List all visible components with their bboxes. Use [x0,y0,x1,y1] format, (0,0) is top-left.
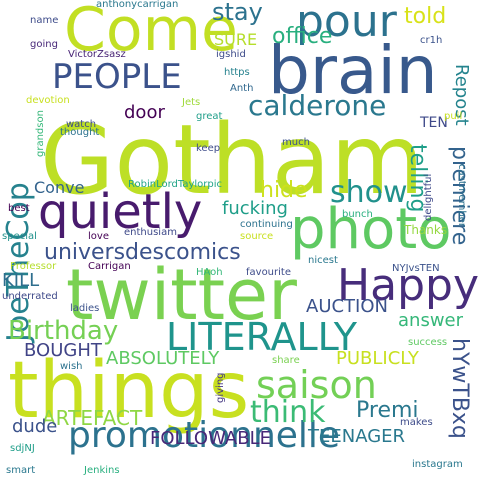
cloud-word: TEENAGER [308,426,406,447]
cloud-word: love [88,231,109,242]
cloud-word: ARTEFACT [42,406,143,430]
cloud-word: success [408,337,448,348]
cloud-word: hide [260,178,308,203]
cloud-word: LITERALLY [166,315,357,359]
cloud-word: NYJvsTEN [392,263,440,274]
cloud-word: share [272,355,300,366]
cloud-word: twitter [66,254,297,336]
cloud-word: source [240,231,274,242]
cloud-word: think [250,395,326,430]
cloud-word: https [224,67,250,78]
cloud-word: enthusiam [124,227,177,238]
cloud-word: HAoh [196,267,223,278]
cloud-word: PEOPLE [52,57,182,97]
cloud-word: underrated [2,291,58,302]
cloud-word: watch [66,119,97,130]
cloud-word: FOLLOWABLE [150,428,271,449]
cloud-word: fucking [222,198,288,219]
cloud-word: sdjNJ [10,443,35,454]
cloud-word: wish [60,361,83,372]
cloud-word: Jenkins [84,465,120,476]
cloud-word: show [330,175,408,210]
cloud-word: grandson [35,110,46,157]
cloud-word: giving [215,372,226,403]
cloud-word: igshid [216,49,246,60]
cloud-word: TEN [420,115,448,131]
cloud-word: continuing [240,219,293,230]
cloud-word: things [8,346,250,436]
cloud-word: Carrigan [88,261,131,272]
cloud-word: universdescomics [44,240,241,265]
cloud-word: pour [296,0,397,47]
cloud-word: best [8,203,30,214]
cloud-word: promotionnelle [68,415,341,456]
cloud-word: puil [444,111,463,122]
cloud-word: favourite [246,267,291,278]
cloud-word: castmember [456,164,467,228]
cloud-word: Come [64,0,238,65]
cloud-word: Thanks [404,223,448,237]
cloud-word: bunch [342,209,373,220]
cloud-word: stay [212,0,263,26]
cloud-word: anthonycarrigan [96,0,179,10]
cloud-word: RobinLordTaylorpic [128,179,223,190]
cloud-word: Professor [10,261,57,272]
cloud-word: special [2,231,37,242]
cloud-word: office [272,24,333,49]
cloud-word: hYwTBxq [447,338,472,439]
cloud-word: ABSOLUTELY [106,348,220,369]
cloud-word: cr1h [420,35,443,46]
cloud-word: nicest [308,255,338,266]
cloud-word: Conve [34,178,85,197]
cloud-word: answer [398,310,464,331]
cloud-word: great [196,111,223,122]
cloud-word: saison [256,363,377,407]
cloud-word: Birthday [8,316,119,346]
cloud-word: BOUGHT [24,340,102,361]
cloud-word: VictorZsasz [68,49,126,60]
cloud-word: quietly [38,184,203,240]
cloud-word: makes [400,417,433,428]
cloud-word: calderone [248,89,387,122]
cloud-word: Happy [337,260,479,311]
cloud-word: keep [196,143,221,154]
cloud-word: thought [60,127,100,138]
cloud-word: devotion [26,95,70,106]
cloud-word: AUCTION [306,296,388,317]
cloud-word: told [404,4,447,29]
cloud-word: KILL [2,270,40,291]
cloud-word: Anth [230,83,254,94]
cloud-word: Gotham [40,104,424,216]
cloud-word: SURE [214,30,258,49]
cloud-word: dude [12,416,58,437]
cloud-word: name [30,15,59,26]
cloud-word: door [124,102,165,123]
cloud-word: ladies [70,303,100,314]
cloud-word: smart [6,465,36,476]
cloud-word: brain [268,32,438,109]
cloud-word: PUBLICLY [336,348,419,369]
cloud-word: much [282,137,310,148]
cloud-word: delightful [423,173,434,221]
cloud-word: Jets [182,97,201,108]
cloud-word: photo [290,197,452,262]
cloud-word: Premi [356,398,419,423]
cloud-word: going [30,39,58,50]
cloud-word: instagram [412,459,463,470]
